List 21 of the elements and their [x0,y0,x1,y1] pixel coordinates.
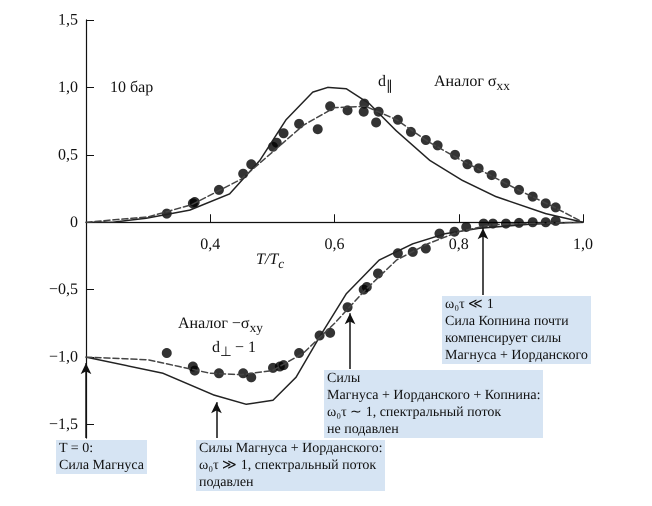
y-tick-label: −0,5 [48,281,78,298]
y-tick-label: −1,5 [48,416,78,434]
x-tick-label: 0,4 [200,236,220,253]
x-axis-title: T/T$_{c}$ [256,250,284,274]
y-tick-label: 1,5 [58,12,78,28]
y-tick-label: 0,5 [58,146,78,164]
annotation: Аналог −σ$_{xy}$ [178,314,263,338]
x-tick-label: 0,8 [448,236,469,253]
annotation: d$_{∥}$ [378,72,393,96]
annotation: 10 бар [110,78,154,97]
annotation: Аналог σ$_{xx}$ [434,72,510,96]
annotation: Силы Магнуса + Иорданского + Копнина: ω₀τ ∼ 1, спектральный поток не подавлен [324,370,544,438]
annotation: d$_{⊥}$ − 1 [212,338,256,362]
annotation: ω₀τ ≪ 1 Сила Копнина почти компенсирует силы Магнуса + Иорданского [442,296,591,364]
y-tick-label: 0 [70,214,78,231]
annotation: Силы Магнуса + Иорданского: ω₀τ ≫ 1, спектральный поток подавлен [196,440,386,491]
y-tick-label: 1,0 [58,78,78,96]
x-tick-label: 1,0 [573,236,593,253]
y-tick-label: −1,0 [48,348,78,366]
x-tick-label: 0,6 [324,236,344,253]
annotation: T = 0: Сила Магнуса [56,440,148,474]
